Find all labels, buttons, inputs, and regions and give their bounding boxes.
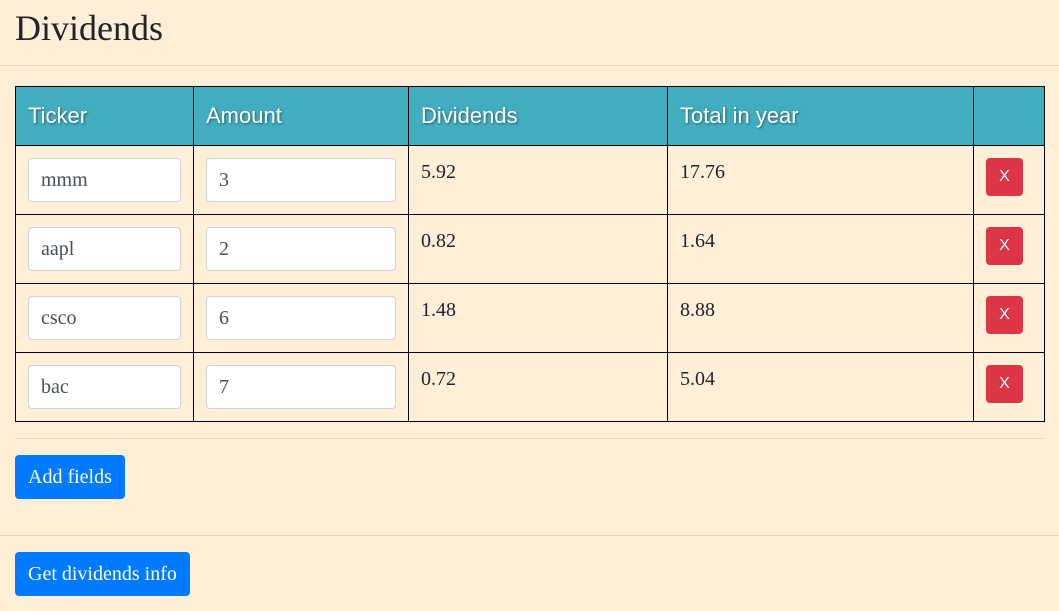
amount-input[interactable] — [206, 158, 396, 202]
table-divider — [15, 438, 1044, 439]
total-in-year-value: 17.76 — [680, 161, 725, 183]
dividends-value: 0.72 — [421, 368, 456, 390]
table-row: 0.82 1.64 X — [15, 214, 1045, 284]
get-dividends-info-button[interactable]: Get dividends info — [15, 552, 190, 596]
column-header-amount: Amount — [193, 86, 409, 146]
dividends-value: 1.48 — [421, 299, 456, 321]
delete-row-button[interactable]: X — [986, 227, 1023, 265]
ticker-input[interactable] — [28, 158, 181, 202]
column-header-ticker: Ticker — [15, 86, 194, 146]
column-header-actions — [973, 86, 1045, 146]
table-row: 0.72 5.04 X — [15, 352, 1045, 422]
table-header-row: Ticker Amount Dividends Total in year — [15, 86, 1045, 146]
header-divider — [0, 65, 1059, 66]
ticker-input[interactable] — [28, 227, 181, 271]
column-header-dividends: Dividends — [408, 86, 668, 146]
dividends-table: Ticker Amount Dividends Total in year 5.… — [15, 86, 1045, 422]
amount-input[interactable] — [206, 365, 396, 409]
table-row: 1.48 8.88 X — [15, 283, 1045, 353]
total-in-year-value: 1.64 — [680, 230, 715, 252]
column-header-total: Total in year — [667, 86, 974, 146]
page-title: Dividends — [15, 8, 163, 48]
dividends-value: 5.92 — [421, 161, 456, 183]
table-row: 5.92 17.76 X — [15, 145, 1045, 215]
ticker-input[interactable] — [28, 365, 181, 409]
delete-row-button[interactable]: X — [986, 365, 1023, 403]
total-in-year-value: 5.04 — [680, 368, 715, 390]
ticker-input[interactable] — [28, 296, 181, 340]
total-in-year-value: 8.88 — [680, 299, 715, 321]
delete-row-button[interactable]: X — [986, 296, 1023, 334]
dividends-value: 0.82 — [421, 230, 456, 252]
amount-input[interactable] — [206, 227, 396, 271]
amount-input[interactable] — [206, 296, 396, 340]
add-fields-button[interactable]: Add fields — [15, 455, 125, 499]
footer-divider — [0, 535, 1059, 536]
delete-row-button[interactable]: X — [986, 158, 1023, 196]
